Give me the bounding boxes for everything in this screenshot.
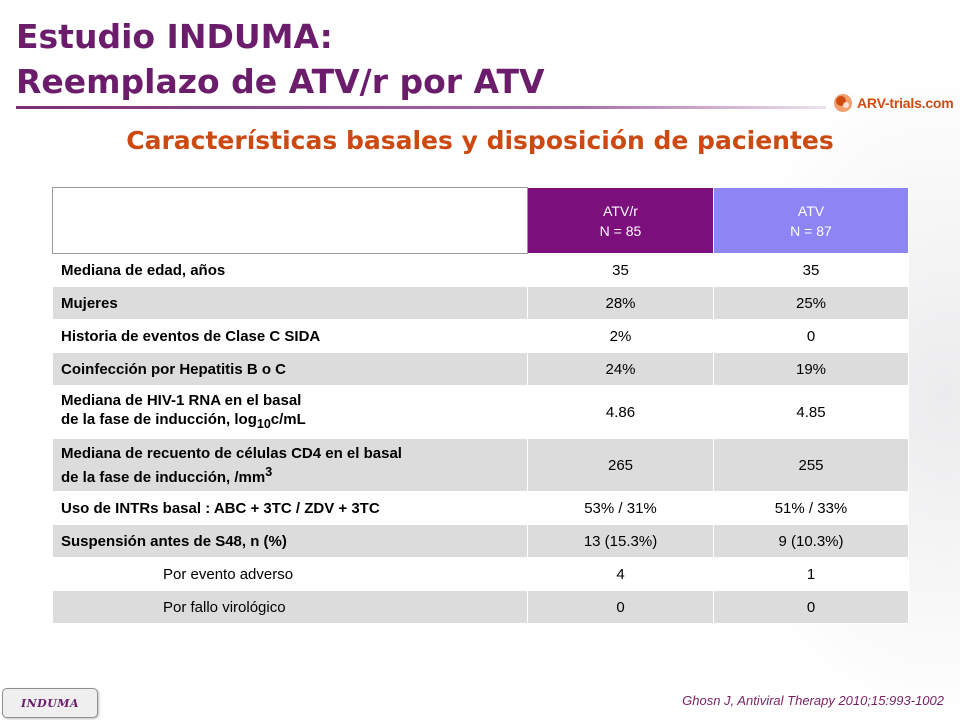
header-atv: ATV N = 87 [713,187,909,254]
table-row: Suspensión antes de S48, n (%) 13 (15.3%… [52,524,909,558]
arv-trials-logo-text: ARV-trials.com [857,95,954,111]
slide-title: Estudio INDUMA: Reemplazo de ATV/r por A… [16,14,545,104]
title-divider [16,106,826,109]
table-row: Por fallo virológico 0 0 [52,590,909,624]
row-label-line2: de la fase de inducción, log [61,410,257,428]
row-label-unit: c/mL [270,410,306,428]
row-label-line2: de la fase de inducción, /mm [61,468,266,486]
table-row: Uso de INTRs basal : ABC + 3TC / ZDV + 3… [52,491,909,525]
row-value-atv-r: 265 [527,438,714,492]
row-value-atv-r: 13 (15.3%) [527,524,714,558]
section-subtitle: Características basales y disposición de… [126,126,834,155]
row-label: Mediana de edad, años [52,253,528,287]
row-label-subscript: 10 [256,416,271,431]
slide-title-line1: Estudio INDUMA: [16,17,333,56]
table-row: Mediana de recuento de células CD4 en el… [52,438,909,492]
table-row: Mujeres 28% 25% [52,286,909,320]
header-atv-r-n: N = 85 [599,222,642,239]
table-row: Por evento adverso 4 1 [52,557,909,591]
row-value-atv-r: 0 [527,590,714,624]
row-label-superscript: 3 [265,464,273,479]
row-label: Uso de INTRs basal : ABC + 3TC / ZDV + 3… [52,491,528,525]
baseline-characteristics-table: ATV/r N = 85 ATV N = 87 Mediana de edad,… [52,187,909,624]
header-atv-name: ATV [797,202,825,219]
header-atv-r: ATV/r N = 85 [527,187,714,254]
row-label: Mujeres [52,286,528,320]
row-value-atv: 51% / 33% [713,491,909,525]
row-value-atv: 25% [713,286,909,320]
header-empty-cell [52,187,528,254]
table-row: Mediana de HIV-1 RNA en el basal de la f… [52,385,909,439]
arv-trials-logo-icon [834,94,852,112]
row-value-atv: 35 [713,253,909,287]
arv-trials-logo: ARV-trials.com [832,92,954,114]
row-label: Por evento adverso [52,557,528,591]
row-label: Historia de eventos de Clase C SIDA [52,319,528,353]
table-header-row: ATV/r N = 85 ATV N = 87 [52,187,909,254]
row-value-atv-r: 24% [527,352,714,386]
table-row: Historia de eventos de Clase C SIDA 2% 0 [52,319,909,353]
row-value-atv-r: 4 [527,557,714,591]
row-value-atv: 4.85 [713,385,909,439]
row-value-atv: 9 (10.3%) [713,524,909,558]
row-value-atv: 255 [713,438,909,492]
row-label: Coinfección por Hepatitis B o C [52,352,528,386]
row-label-line1: Mediana de HIV-1 RNA en el basal [61,391,302,409]
row-value-atv-r: 28% [527,286,714,320]
slide-title-line2: Reemplazo de ATV/r por ATV [16,62,545,101]
table-row: Coinfección por Hepatitis B o C 24% 19% [52,352,909,386]
row-label: Suspensión antes de S48, n (%) [52,524,528,558]
row-value-atv: 0 [713,319,909,353]
citation: Ghosn J, Antiviral Therapy 2010;15:993-1… [682,693,944,708]
row-value-atv: 19% [713,352,909,386]
row-value-atv-r: 35 [527,253,714,287]
row-value-atv-r: 4.86 [527,385,714,439]
row-value-atv-r: 53% / 31% [527,491,714,525]
header-atv-n: N = 87 [790,222,832,239]
row-label: Por fallo virológico [52,590,528,624]
row-value-atv: 0 [713,590,909,624]
header-atv-r-name: ATV/r [603,202,638,219]
row-value-atv-r: 2% [527,319,714,353]
row-label: Mediana de HIV-1 RNA en el basal de la f… [52,385,528,439]
row-label-line1: Mediana de recuento de células CD4 en el… [61,444,402,462]
row-label: Mediana de recuento de células CD4 en el… [52,438,528,492]
row-value-atv: 1 [713,557,909,591]
table-row: Mediana de edad, años 35 35 [52,253,909,287]
study-badge[interactable]: INDUMA [2,688,98,718]
